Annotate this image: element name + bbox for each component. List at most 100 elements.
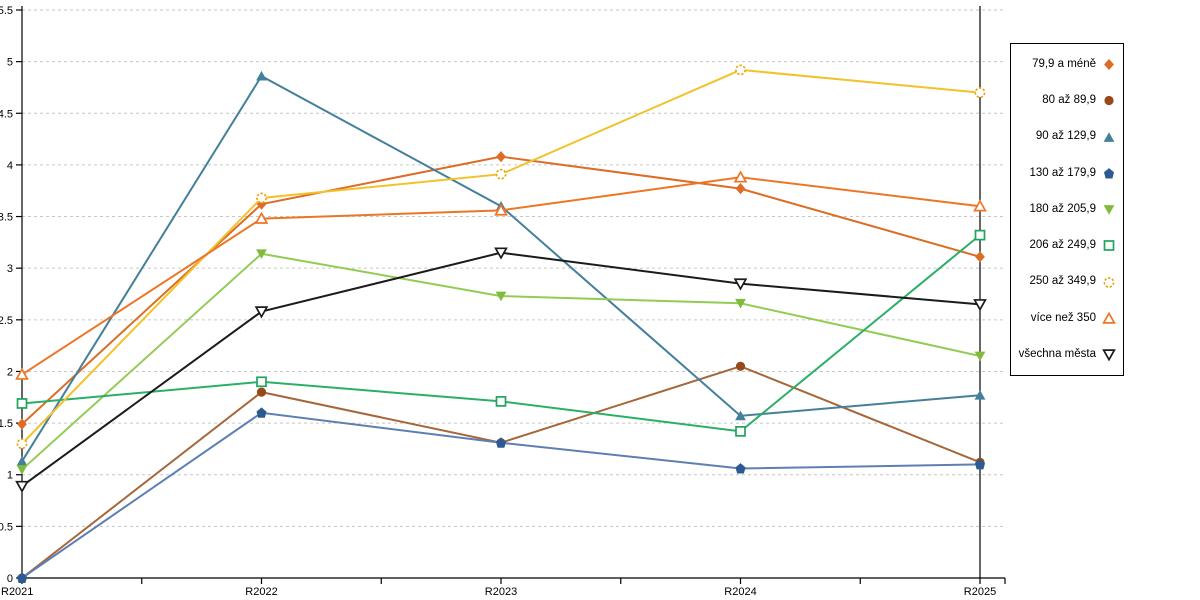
square-outline-marker: [1103, 240, 1115, 252]
y-tick-label: 2: [7, 366, 13, 378]
triangle-down-marker: [1103, 205, 1115, 215]
triangle-down-outline-marker-icon: [1102, 349, 1116, 362]
square-outline-marker: [495, 396, 507, 407]
diamond-marker: [735, 183, 746, 195]
pentagon-marker: [256, 407, 267, 418]
y-tick-label: 1: [7, 470, 13, 482]
circle-outline-marker: [495, 168, 507, 180]
y-tick-label: 4: [7, 160, 13, 172]
square-outline-marker: [974, 229, 986, 241]
legend-label: 90 až 129,9: [1035, 130, 1096, 143]
legend-item: 180 až 205,9: [1015, 202, 1117, 217]
y-tick-label: 0: [7, 573, 13, 585]
legend: 79,9 a méně 80 až 89,9 90 až 129,9 130 a…: [1010, 43, 1124, 376]
triangle-up-outline-marker: [15, 367, 29, 380]
y-tick-label: 3.5: [0, 212, 13, 224]
x-tick-label: R2022: [245, 586, 277, 598]
circle-marker: [735, 361, 746, 371]
legend-item: 79,9 a méně: [1015, 57, 1117, 72]
legend-label: 180 až 205,9: [1029, 202, 1096, 215]
y-tick-label: 5: [7, 57, 13, 69]
legend-label: 130 až 179,9: [1029, 166, 1096, 179]
diamond-marker: [17, 418, 27, 430]
diamond-marker: [1104, 58, 1114, 71]
triangle-down-outline-marker: [15, 480, 29, 494]
triangle-down-marker: [974, 351, 986, 362]
diamond-marker: [975, 251, 985, 263]
triangle-down-marker: [735, 298, 746, 309]
series-line: [21, 252, 981, 471]
circle-marker: [256, 387, 267, 397]
y-tick-label: 0.5: [0, 521, 13, 533]
triangle-up-outline-marker: [1102, 311, 1116, 324]
y-tick-label: 2.5: [0, 315, 13, 327]
pentagon-marker: [735, 463, 746, 474]
x-tick-label: R2021: [1, 586, 33, 598]
legend-label: 80 až 89,9: [1042, 94, 1096, 106]
legend-item: 90 až 129,9: [1015, 130, 1117, 145]
diamond-marker: [496, 151, 506, 163]
triangle-up-marker: [256, 70, 267, 81]
x-tick-label: R2025: [964, 586, 996, 598]
y-tick-label: 5.5: [0, 5, 13, 17]
triangle-up-marker: [1103, 131, 1115, 142]
triangle-down-outline-marker: [254, 306, 269, 319]
circle-marker-icon: [1104, 96, 1114, 106]
triangle-down-marker: [495, 291, 507, 302]
pentagon-marker-icon: [1104, 167, 1114, 179]
triangle-down-outline-marker: [494, 247, 508, 260]
triangle-down-marker-icon: [1103, 205, 1115, 215]
pentagon-marker: [496, 437, 506, 448]
pentagon-marker: [975, 459, 985, 470]
legend-item: 206 až 249,9: [1015, 238, 1117, 253]
diamond-marker: [256, 198, 267, 210]
x-tick-label: R2023: [485, 586, 517, 598]
triangle-up-outline-marker: [733, 170, 748, 183]
legend-label: více než 350: [1030, 311, 1096, 324]
series-line: [21, 155, 981, 425]
triangle-up-marker-icon: [1103, 131, 1115, 142]
triangle-up-outline-marker-icon: [1102, 311, 1116, 324]
circle-outline-marker: [256, 192, 267, 204]
circle-outline-marker: [16, 438, 28, 450]
triangle-up-marker: [16, 456, 28, 466]
square-outline-marker: [16, 398, 28, 409]
triangle-down-marker: [16, 465, 28, 475]
triangle-up-outline-marker: [254, 211, 269, 224]
y-tick-label: 3: [7, 263, 13, 275]
y-tick-label: 4.5: [0, 108, 13, 120]
legend-label: všechna města: [1018, 347, 1096, 360]
square-outline-marker: [735, 426, 746, 437]
circle-outline-marker: [1103, 276, 1115, 288]
x-tick-label: R2024: [724, 586, 756, 598]
legend-label: 206 až 249,9: [1029, 239, 1096, 251]
legend-item: více než 350: [1015, 311, 1117, 326]
triangle-down-outline-marker: [733, 278, 748, 291]
legend-item: 80 až 89,9: [1015, 93, 1117, 108]
pentagon-marker: [17, 572, 27, 583]
triangle-up-outline-marker: [973, 199, 987, 212]
triangle-down-marker: [256, 249, 267, 259]
legend-item: 250 až 349,9: [1015, 275, 1117, 290]
series-line: [21, 251, 981, 487]
pentagon-marker: [1104, 167, 1114, 179]
square-outline-marker-icon: [1103, 240, 1115, 252]
circle-outline-marker: [735, 64, 746, 76]
y-tick-label: 1.5: [0, 418, 13, 430]
legend-label: 79,9 a méně: [1032, 57, 1096, 70]
triangle-up-marker: [735, 410, 746, 421]
diamond-marker-icon: [1104, 58, 1114, 71]
triangle-down-outline-marker: [973, 299, 987, 312]
legend-label: 250 až 349,9: [1029, 275, 1096, 288]
circle-outline-marker-icon: [1103, 276, 1115, 288]
legend-item: všechna města: [1015, 347, 1117, 362]
legend-item: 130 až 179,9: [1015, 166, 1117, 181]
triangle-up-outline-marker: [494, 203, 508, 216]
circle-marker: [1104, 96, 1114, 106]
triangle-down-outline-marker: [1102, 349, 1116, 362]
triangle-up-marker: [974, 390, 986, 400]
circle-outline-marker: [974, 87, 986, 99]
square-outline-marker: [256, 376, 267, 388]
